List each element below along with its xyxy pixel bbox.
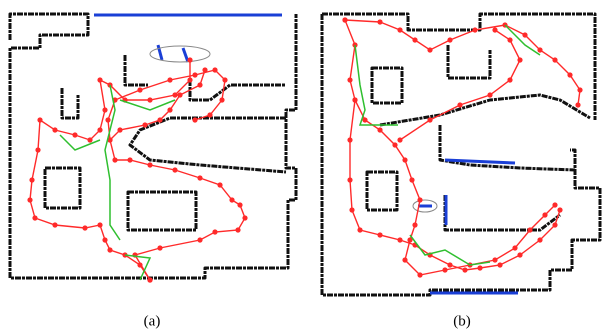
map-a (10, 14, 296, 280)
caption-a: (a) (144, 313, 161, 329)
caption-b: (b) (453, 313, 471, 329)
map-b (322, 14, 600, 295)
figure-canvas: (a) (b) (0, 0, 608, 335)
figure: (a) (b) (0, 0, 608, 335)
